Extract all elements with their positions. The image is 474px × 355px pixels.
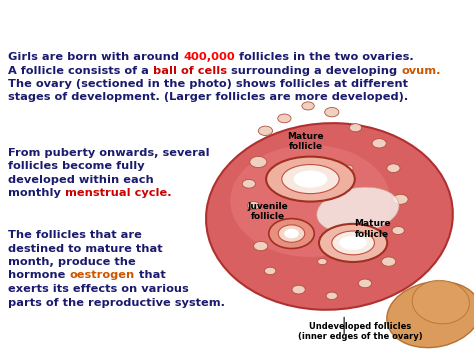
Text: that: that xyxy=(135,271,165,280)
Text: Mature
follicle: Mature follicle xyxy=(354,219,391,239)
Text: stages of development. (Larger follicles are more developed).: stages of development. (Larger follicles… xyxy=(8,93,408,103)
Circle shape xyxy=(318,258,327,265)
Circle shape xyxy=(258,126,273,136)
Ellipse shape xyxy=(387,282,474,348)
Text: monthly: monthly xyxy=(8,189,65,198)
Circle shape xyxy=(326,292,337,300)
Ellipse shape xyxy=(230,145,391,257)
Text: parts of the reproductive system.: parts of the reproductive system. xyxy=(8,297,225,307)
Circle shape xyxy=(289,190,299,197)
Ellipse shape xyxy=(339,236,367,250)
Text: developed within each: developed within each xyxy=(8,175,154,185)
Circle shape xyxy=(278,225,305,242)
Text: hormone: hormone xyxy=(8,271,69,280)
Circle shape xyxy=(382,257,396,266)
Text: destined to mature that: destined to mature that xyxy=(8,244,163,253)
Circle shape xyxy=(250,156,267,168)
Text: Mature
follicle: Mature follicle xyxy=(287,132,324,152)
Ellipse shape xyxy=(293,170,328,188)
Text: ovum.: ovum. xyxy=(401,66,440,76)
Ellipse shape xyxy=(266,157,355,202)
Text: From puberty onwards, several: From puberty onwards, several xyxy=(8,148,210,158)
Text: oestrogen: oestrogen xyxy=(69,271,135,280)
Circle shape xyxy=(254,241,268,251)
Text: follicles in the two ovaries.: follicles in the two ovaries. xyxy=(235,52,413,62)
Circle shape xyxy=(278,114,291,123)
Circle shape xyxy=(393,194,408,204)
Circle shape xyxy=(349,124,362,132)
Text: month, produce the: month, produce the xyxy=(8,257,136,267)
Ellipse shape xyxy=(332,231,374,255)
Text: Undeveloped follicles
(inner edges of the ovary): Undeveloped follicles (inner edges of th… xyxy=(298,322,422,341)
Circle shape xyxy=(344,165,353,171)
Text: surrounding a developing: surrounding a developing xyxy=(227,66,401,76)
Text: ball of cells: ball of cells xyxy=(153,66,227,76)
Ellipse shape xyxy=(282,164,339,193)
Text: Juvenile
follicle: Juvenile follicle xyxy=(247,202,288,222)
Circle shape xyxy=(292,285,305,294)
Ellipse shape xyxy=(319,224,387,262)
Text: exerts its effects on various: exerts its effects on various xyxy=(8,284,189,294)
Ellipse shape xyxy=(206,123,453,310)
Circle shape xyxy=(302,102,314,110)
Circle shape xyxy=(372,138,386,148)
Circle shape xyxy=(242,179,255,188)
Circle shape xyxy=(392,226,404,235)
Text: follicles become fully: follicles become fully xyxy=(8,162,145,171)
Ellipse shape xyxy=(317,187,399,233)
Text: A follicle consists of a: A follicle consists of a xyxy=(8,66,153,76)
Text: 400,000: 400,000 xyxy=(183,52,235,62)
Text: The follicles that are: The follicles that are xyxy=(8,230,142,240)
Circle shape xyxy=(387,164,400,173)
Text: menstrual cycle.: menstrual cycle. xyxy=(65,189,172,198)
Text: The ovary (sectioned in the photo) shows follicles at different: The ovary (sectioned in the photo) shows… xyxy=(8,79,408,89)
Ellipse shape xyxy=(412,280,469,324)
Circle shape xyxy=(264,267,276,275)
Circle shape xyxy=(269,219,314,248)
Circle shape xyxy=(247,202,260,209)
Circle shape xyxy=(325,108,339,117)
Circle shape xyxy=(358,279,372,288)
Circle shape xyxy=(284,229,299,238)
Text: Girls are born with around: Girls are born with around xyxy=(8,52,183,62)
Text: The Development of the Follicles (1): The Development of the Follicles (1) xyxy=(74,13,400,30)
